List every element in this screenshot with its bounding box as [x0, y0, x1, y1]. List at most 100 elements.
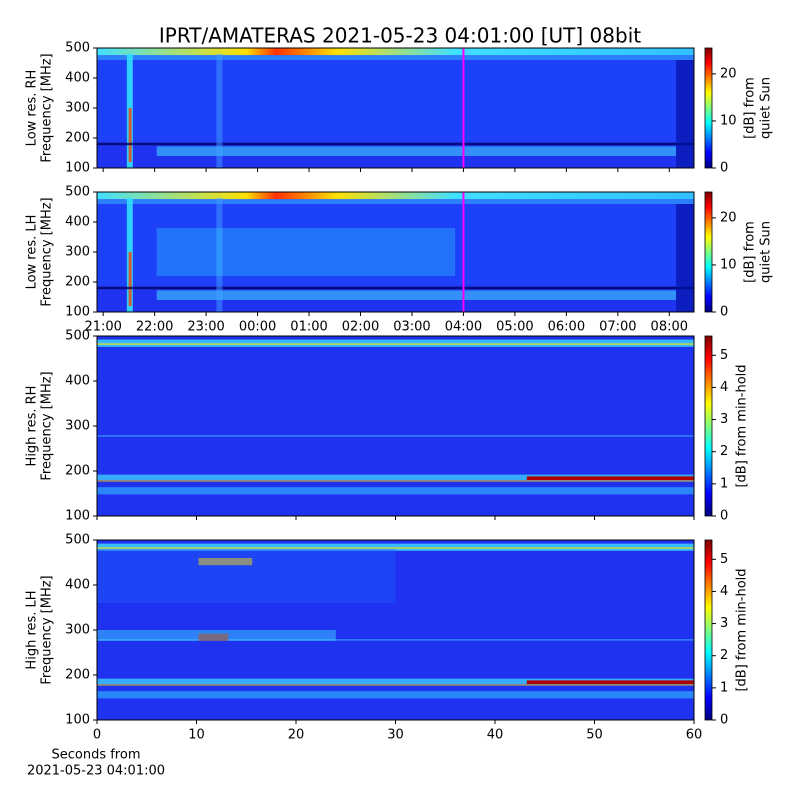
spectrogram-texture [97, 630, 336, 641]
spectrogram-texture [156, 146, 677, 156]
colorbar-label: [dB] from min-hold [735, 568, 750, 691]
x-tick-label: 07:00 [599, 320, 636, 335]
spectrogram-texture [97, 60, 677, 142]
spectrogram-texture [97, 639, 694, 641]
x-tick-label: 60 [686, 728, 703, 743]
x-tick-label: 08:00 [651, 320, 688, 335]
spectrogram-texture [97, 199, 694, 204]
y-tick-label: 200 [65, 275, 90, 290]
spectrogram-texture [97, 55, 694, 60]
spectrogram-texture [97, 549, 396, 603]
colorbar-tick-label: 3 [720, 616, 728, 631]
spectrogram [97, 336, 694, 516]
y-tick-label: 200 [65, 668, 90, 683]
x-tick-label: 0 [93, 728, 101, 743]
x-tick-label: 04:00 [445, 320, 482, 335]
colorbar-tick-label: 1 [720, 476, 728, 491]
y-tick-label: 400 [65, 215, 90, 230]
spectrogram-texture [97, 343, 694, 345]
spectrogram-texture [128, 252, 132, 306]
spectrogram-texture [676, 60, 694, 168]
spectrogram-texture [97, 192, 694, 200]
y-axis-label: Low res. RH [25, 70, 40, 147]
spectrogram-texture [198, 558, 253, 566]
x-tick-label: 06:00 [548, 320, 585, 335]
x-tick-label: 00:00 [239, 320, 276, 335]
colorbar-label: [dB] from min-hold [735, 364, 750, 487]
y-tick-label: 400 [65, 578, 90, 593]
colorbar-tick-label: 4 [720, 380, 728, 395]
x-tick-label: 05:00 [496, 320, 533, 335]
spectrogram-texture [526, 476, 694, 480]
spectrogram-texture [97, 547, 694, 549]
colorbar-tick-label: 20 [720, 210, 737, 225]
y-axis-label: Frequency [MHz] [40, 371, 55, 480]
colorbar-tick-label: 0 [720, 305, 728, 320]
x-tick-label: 02:00 [342, 320, 379, 335]
y-tick-label: 300 [65, 101, 90, 116]
colorbar [704, 539, 713, 721]
y-axis-label: Frequency [MHz] [40, 575, 55, 684]
y-tick-label: 200 [65, 131, 90, 146]
y-tick-label: 100 [65, 509, 90, 524]
spectrogram-texture [128, 108, 132, 162]
colorbar-tick-label: 0 [720, 509, 728, 524]
y-axis-label: High res. RH [25, 386, 40, 467]
colorbar-tick-label: 20 [720, 66, 737, 81]
x-tick-label: 21:00 [84, 320, 121, 335]
spectrogram-texture [216, 198, 223, 312]
y-axis-label: High res. LH [25, 590, 40, 669]
colorbar [704, 191, 713, 313]
colorbar-label: quiet Sun [759, 77, 774, 139]
chart-title: IPRT/AMATERAS 2021-05-23 04:01:00 [UT] 0… [159, 24, 641, 48]
spectrogram-texture [97, 678, 694, 684]
spectrogram-texture [97, 684, 694, 686]
spectrogram-texture [216, 54, 223, 168]
spectrogram-texture [156, 290, 677, 300]
y-axis-label: Frequency [MHz] [40, 197, 55, 306]
y-tick-label: 300 [65, 245, 90, 260]
colorbar [704, 335, 713, 517]
y-axis-label: Low res. LH [25, 215, 40, 290]
spectrogram-texture [97, 286, 694, 290]
x-tick-label: 01:00 [290, 320, 327, 335]
spectrogram-texture [526, 680, 694, 684]
spectrogram-texture [97, 691, 694, 699]
x-tick-label: 03:00 [393, 320, 430, 335]
y-tick-label: 400 [65, 374, 90, 389]
spectrogram-texture [97, 543, 694, 551]
x-axis-label: Seconds from [51, 748, 140, 763]
spectrogram-texture [97, 474, 694, 480]
colorbar-tick-label: 10 [720, 257, 737, 272]
colorbar-tick-label: 2 [720, 648, 728, 663]
x-axis-label: 2021-05-23 04:01:00 [27, 764, 165, 779]
colorbar-tick-label: 0 [720, 161, 728, 176]
y-tick-label: 300 [65, 623, 90, 638]
colorbar-tick-label: 10 [720, 113, 737, 128]
y-tick-label: 500 [65, 41, 90, 56]
x-tick-label: 50 [586, 728, 603, 743]
colorbar-label: quiet Sun [759, 221, 774, 283]
spectrogram-texture [97, 480, 694, 482]
spectrogram-texture [97, 48, 694, 56]
y-tick-label: 300 [65, 419, 90, 434]
y-tick-label: 500 [65, 533, 90, 548]
spectrogram-texture [97, 204, 677, 286]
colorbar-tick-label: 5 [720, 552, 728, 567]
y-tick-label: 500 [65, 185, 90, 200]
spectrogram-texture [676, 204, 694, 312]
spectrogram-texture [97, 487, 694, 495]
colorbar-tick-label: 4 [720, 584, 728, 599]
x-tick-label: 40 [487, 728, 504, 743]
x-tick-label: 10 [188, 728, 205, 743]
y-axis-label: Frequency [MHz] [40, 53, 55, 162]
colorbar-label: [dB] from [743, 221, 758, 283]
x-tick-label: 30 [387, 728, 404, 743]
y-tick-label: 100 [65, 305, 90, 320]
colorbar-tick-label: 2 [720, 444, 728, 459]
y-tick-label: 500 [65, 329, 90, 344]
colorbar-tick-label: 3 [720, 412, 728, 427]
x-tick-label: 20 [288, 728, 305, 743]
y-tick-label: 100 [65, 713, 90, 728]
